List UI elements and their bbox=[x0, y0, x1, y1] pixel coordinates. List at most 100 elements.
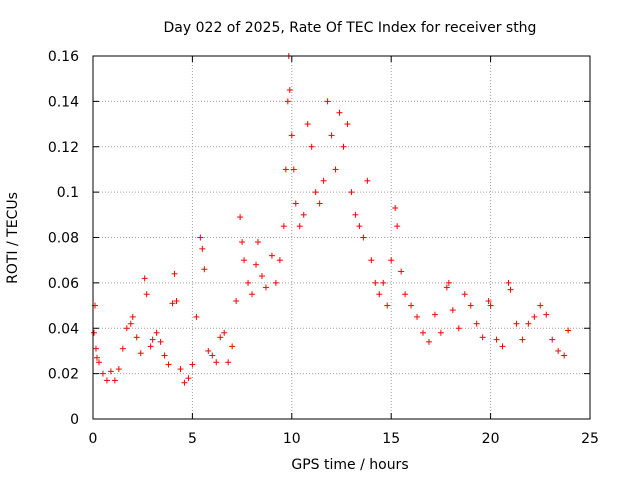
data-point bbox=[519, 336, 526, 343]
data-point bbox=[372, 279, 379, 286]
data-point bbox=[443, 284, 450, 291]
data-point bbox=[199, 245, 206, 252]
data-point bbox=[133, 334, 140, 341]
data-point bbox=[296, 223, 303, 230]
data-point bbox=[255, 239, 262, 246]
x-tick-label: 25 bbox=[581, 431, 599, 447]
data-point bbox=[308, 143, 315, 150]
data-point bbox=[431, 311, 438, 318]
data-point bbox=[177, 366, 184, 373]
data-point bbox=[455, 325, 462, 332]
data-point bbox=[115, 366, 122, 373]
data-point bbox=[300, 211, 307, 218]
data-point bbox=[394, 223, 401, 230]
y-axis-label: ROTI / TECUs bbox=[5, 192, 21, 284]
data-point bbox=[111, 377, 118, 384]
data-point bbox=[205, 347, 212, 354]
data-point bbox=[525, 320, 532, 327]
data-point bbox=[344, 121, 351, 128]
data-point bbox=[340, 143, 347, 150]
data-point bbox=[262, 284, 269, 291]
data-point bbox=[284, 98, 291, 105]
data-point bbox=[312, 189, 319, 196]
data-point bbox=[129, 313, 136, 320]
x-tick-label: 10 bbox=[283, 431, 301, 447]
data-point bbox=[336, 109, 343, 116]
data-point bbox=[282, 166, 289, 173]
data-point bbox=[217, 334, 224, 341]
y-tick-label: 0.1 bbox=[57, 185, 79, 201]
data-point bbox=[332, 166, 339, 173]
data-point bbox=[286, 87, 293, 94]
data-point bbox=[513, 320, 520, 327]
data-point bbox=[467, 302, 474, 309]
data-point bbox=[487, 302, 494, 309]
data-point bbox=[425, 338, 432, 345]
data-point bbox=[531, 313, 538, 320]
data-point bbox=[449, 307, 456, 314]
data-point bbox=[320, 177, 327, 184]
data-point bbox=[290, 166, 297, 173]
y-tick-label: 0.02 bbox=[48, 367, 79, 383]
data-point bbox=[141, 275, 148, 282]
data-point bbox=[292, 200, 299, 207]
data-point bbox=[249, 291, 256, 298]
data-point bbox=[414, 313, 421, 320]
chart-title: Day 022 of 2025, Rate Of TEC Index for r… bbox=[164, 20, 537, 36]
x-axis-label: GPS time / hours bbox=[291, 457, 408, 473]
data-point bbox=[258, 273, 265, 280]
data-point bbox=[493, 336, 500, 343]
data-point bbox=[153, 329, 160, 336]
data-point bbox=[356, 223, 363, 230]
data-point bbox=[137, 350, 144, 357]
data-point bbox=[328, 132, 335, 139]
axis-ticks: 0 5 10 15 20 25 0 0.02 0.04 0.06 0.08 0.1 0.12 0.14 0.… bbox=[48, 49, 599, 447]
data-point bbox=[276, 257, 283, 264]
data-point bbox=[161, 352, 168, 359]
data-point bbox=[107, 368, 114, 375]
data-point bbox=[119, 345, 126, 352]
data-point bbox=[169, 300, 176, 307]
data-point bbox=[245, 279, 252, 286]
data-point bbox=[461, 291, 468, 298]
y-tick-label: 0.12 bbox=[48, 140, 79, 156]
data-point bbox=[272, 279, 279, 286]
data-point bbox=[437, 329, 444, 336]
data-point bbox=[90, 329, 97, 336]
data-point bbox=[149, 336, 156, 343]
data-point bbox=[380, 279, 387, 286]
data-point bbox=[392, 205, 399, 212]
data-point bbox=[173, 298, 180, 305]
y-tick-label: 0.06 bbox=[48, 276, 79, 292]
data-points bbox=[90, 53, 572, 386]
data-point bbox=[239, 239, 246, 246]
data-point bbox=[171, 270, 178, 277]
data-point bbox=[402, 291, 409, 298]
data-point bbox=[253, 261, 260, 268]
y-tick-label: 0.08 bbox=[48, 231, 79, 247]
data-point bbox=[360, 234, 367, 241]
x-tick-label: 20 bbox=[482, 431, 500, 447]
data-point bbox=[193, 313, 200, 320]
data-point bbox=[479, 334, 486, 341]
data-point bbox=[93, 354, 100, 361]
data-point bbox=[420, 329, 427, 336]
data-point bbox=[157, 338, 164, 345]
data-point bbox=[103, 377, 110, 384]
data-point bbox=[92, 345, 99, 352]
data-point bbox=[537, 302, 544, 309]
data-point bbox=[123, 325, 130, 332]
data-point bbox=[237, 214, 244, 221]
data-point bbox=[304, 121, 311, 128]
data-point bbox=[209, 352, 216, 359]
data-point bbox=[507, 286, 514, 293]
data-point bbox=[181, 379, 188, 386]
data-point bbox=[316, 200, 323, 207]
data-point bbox=[398, 268, 405, 275]
data-point bbox=[348, 189, 355, 196]
data-point bbox=[368, 257, 375, 264]
data-point bbox=[543, 311, 550, 318]
x-tick-label: 5 bbox=[188, 431, 197, 447]
y-tick-label: 0.16 bbox=[48, 49, 79, 65]
